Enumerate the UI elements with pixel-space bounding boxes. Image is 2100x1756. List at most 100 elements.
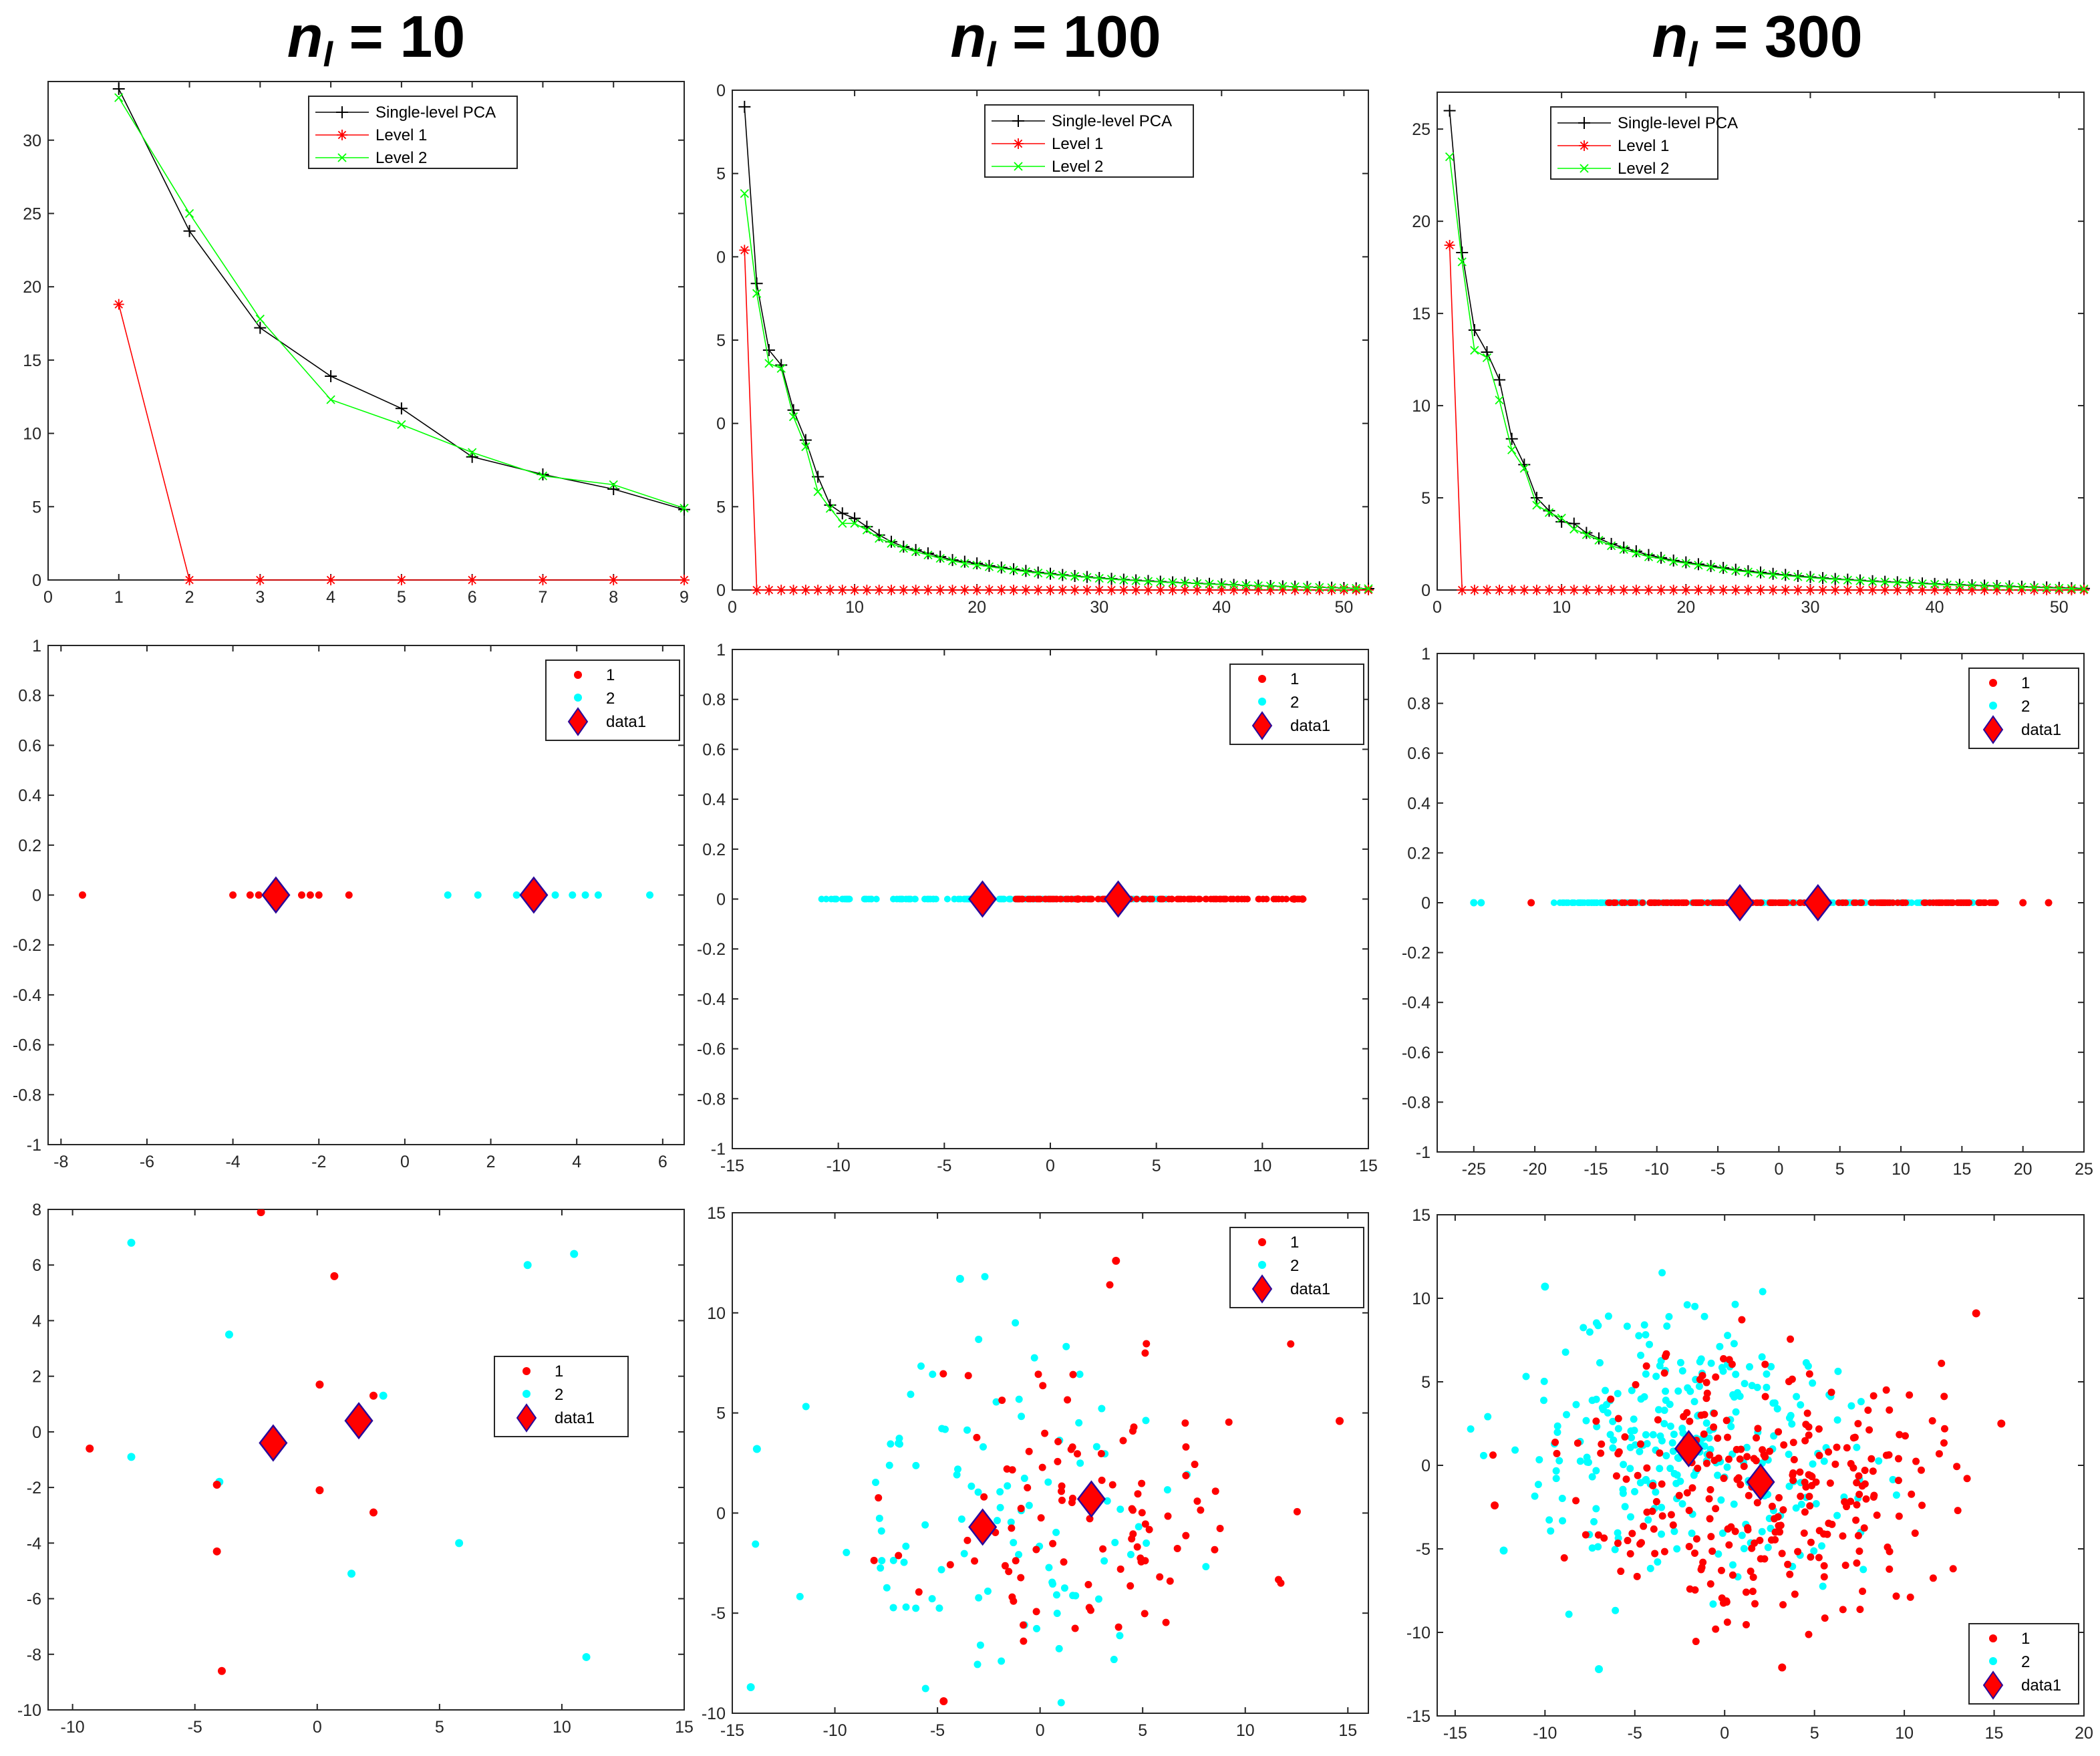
data-point [1660, 1548, 1668, 1556]
data-point [1592, 1395, 1600, 1403]
data-point [1155, 585, 1166, 595]
data-point [1119, 575, 1129, 585]
data-point [1163, 1486, 1171, 1494]
data-point [1012, 115, 1024, 127]
data-point [325, 575, 337, 585]
data-point [1654, 1558, 1662, 1566]
data-point [1339, 583, 1349, 593]
x-tick-label: 10 [1236, 1721, 1255, 1740]
legend-marker [1251, 711, 1273, 740]
x-tick-label: 20 [2075, 1724, 2093, 1743]
data-point [1753, 1383, 1761, 1391]
data-point [1143, 1340, 1151, 1348]
data-point [1582, 1417, 1590, 1425]
data-point [1706, 1515, 1714, 1523]
data-point [1602, 1386, 1610, 1395]
data-point [1164, 1512, 1172, 1520]
data-point [1053, 895, 1060, 903]
x-tick-label: 0 [728, 598, 737, 617]
data-point [1550, 899, 1557, 906]
data-point [337, 153, 347, 162]
data-point [1710, 1423, 1718, 1431]
data-point [870, 1556, 878, 1564]
y-tick-label: 0.2 [1407, 844, 1431, 863]
data-point [899, 544, 908, 553]
data-point [1553, 1429, 1561, 1437]
data-point [1592, 1417, 1600, 1425]
data-point [1649, 1431, 1657, 1439]
data-point [379, 1391, 388, 1400]
data-point [1706, 1580, 1714, 1588]
data-point [1506, 585, 1517, 595]
x-tick-label: 15 [1952, 1160, 1971, 1179]
y-tick-label: 15 [23, 351, 41, 370]
x-tick-label: 2 [185, 588, 194, 607]
data-point [1643, 1508, 1651, 1516]
data-point [1037, 1514, 1045, 1522]
data-point [1110, 1656, 1118, 1664]
data-point [1841, 1562, 1849, 1570]
data-point [1718, 899, 1726, 906]
data-point [1626, 1550, 1634, 1558]
legend-marker [1982, 1670, 2004, 1700]
data-point [1540, 1377, 1548, 1385]
data-point [1796, 1468, 1804, 1476]
data-point [1588, 1473, 1596, 1481]
data-point [1820, 1573, 1828, 1581]
data-point [1128, 1505, 1136, 1513]
y-tick-label: 0.8 [1407, 695, 1431, 714]
data-point [1662, 1452, 1670, 1460]
data-point [868, 895, 875, 903]
data-point [1652, 1497, 1660, 1505]
data-point [1173, 1544, 1181, 1552]
data-point [1980, 581, 1989, 591]
data-point [875, 534, 884, 543]
data-point [849, 585, 861, 595]
data-point [1592, 1319, 1600, 1327]
data-point [1784, 1560, 1792, 1568]
data-point [1728, 1360, 1736, 1368]
data-point [86, 1444, 94, 1453]
data-point [912, 1604, 920, 1612]
y-tick-label: -0.6 [697, 1040, 726, 1059]
data-point [1743, 585, 1754, 595]
data-point [2055, 583, 2064, 593]
title-n: n [950, 3, 987, 69]
data-point [1852, 1516, 1860, 1524]
data-point [184, 208, 194, 218]
data-point [1712, 1625, 1720, 1633]
data-point [1033, 1624, 1041, 1632]
data-point [1519, 464, 1529, 473]
data-point [1075, 1419, 1083, 1427]
centroid-diamond [259, 1424, 288, 1462]
data-point [1258, 675, 1266, 683]
data-point [1112, 1256, 1120, 1265]
data-point [298, 891, 306, 899]
data-point [1049, 1540, 1057, 1548]
x-tick-label: 5 [397, 588, 406, 607]
data-point [1545, 1516, 1553, 1524]
data-point [1720, 1474, 1728, 1482]
data-point [1805, 585, 1816, 595]
data-point [1632, 1380, 1640, 1388]
legend-label: 2 [606, 690, 615, 708]
axes-box [1437, 92, 2085, 591]
data-point [1084, 1581, 1092, 1589]
data-point [996, 1503, 1004, 1511]
x-tick-label: 10 [1892, 1160, 1910, 1179]
data-point [1815, 1451, 1823, 1459]
data-point [1636, 1440, 1644, 1448]
data-point [1630, 545, 1642, 558]
data-point [1085, 1604, 1093, 1612]
y-tick-label: 5 [716, 1405, 726, 1423]
data-point [1025, 1501, 1033, 1509]
legend-label: data1 [2021, 721, 2061, 739]
data-point [315, 1380, 324, 1389]
data-point [1045, 1564, 1053, 1572]
x-tick-label: 15 [675, 1718, 694, 1737]
data-point [1143, 585, 1154, 595]
data-point [887, 1440, 895, 1448]
data-point [1672, 1479, 1680, 1487]
data-point [1751, 1600, 1759, 1608]
data-point [1583, 1453, 1591, 1461]
